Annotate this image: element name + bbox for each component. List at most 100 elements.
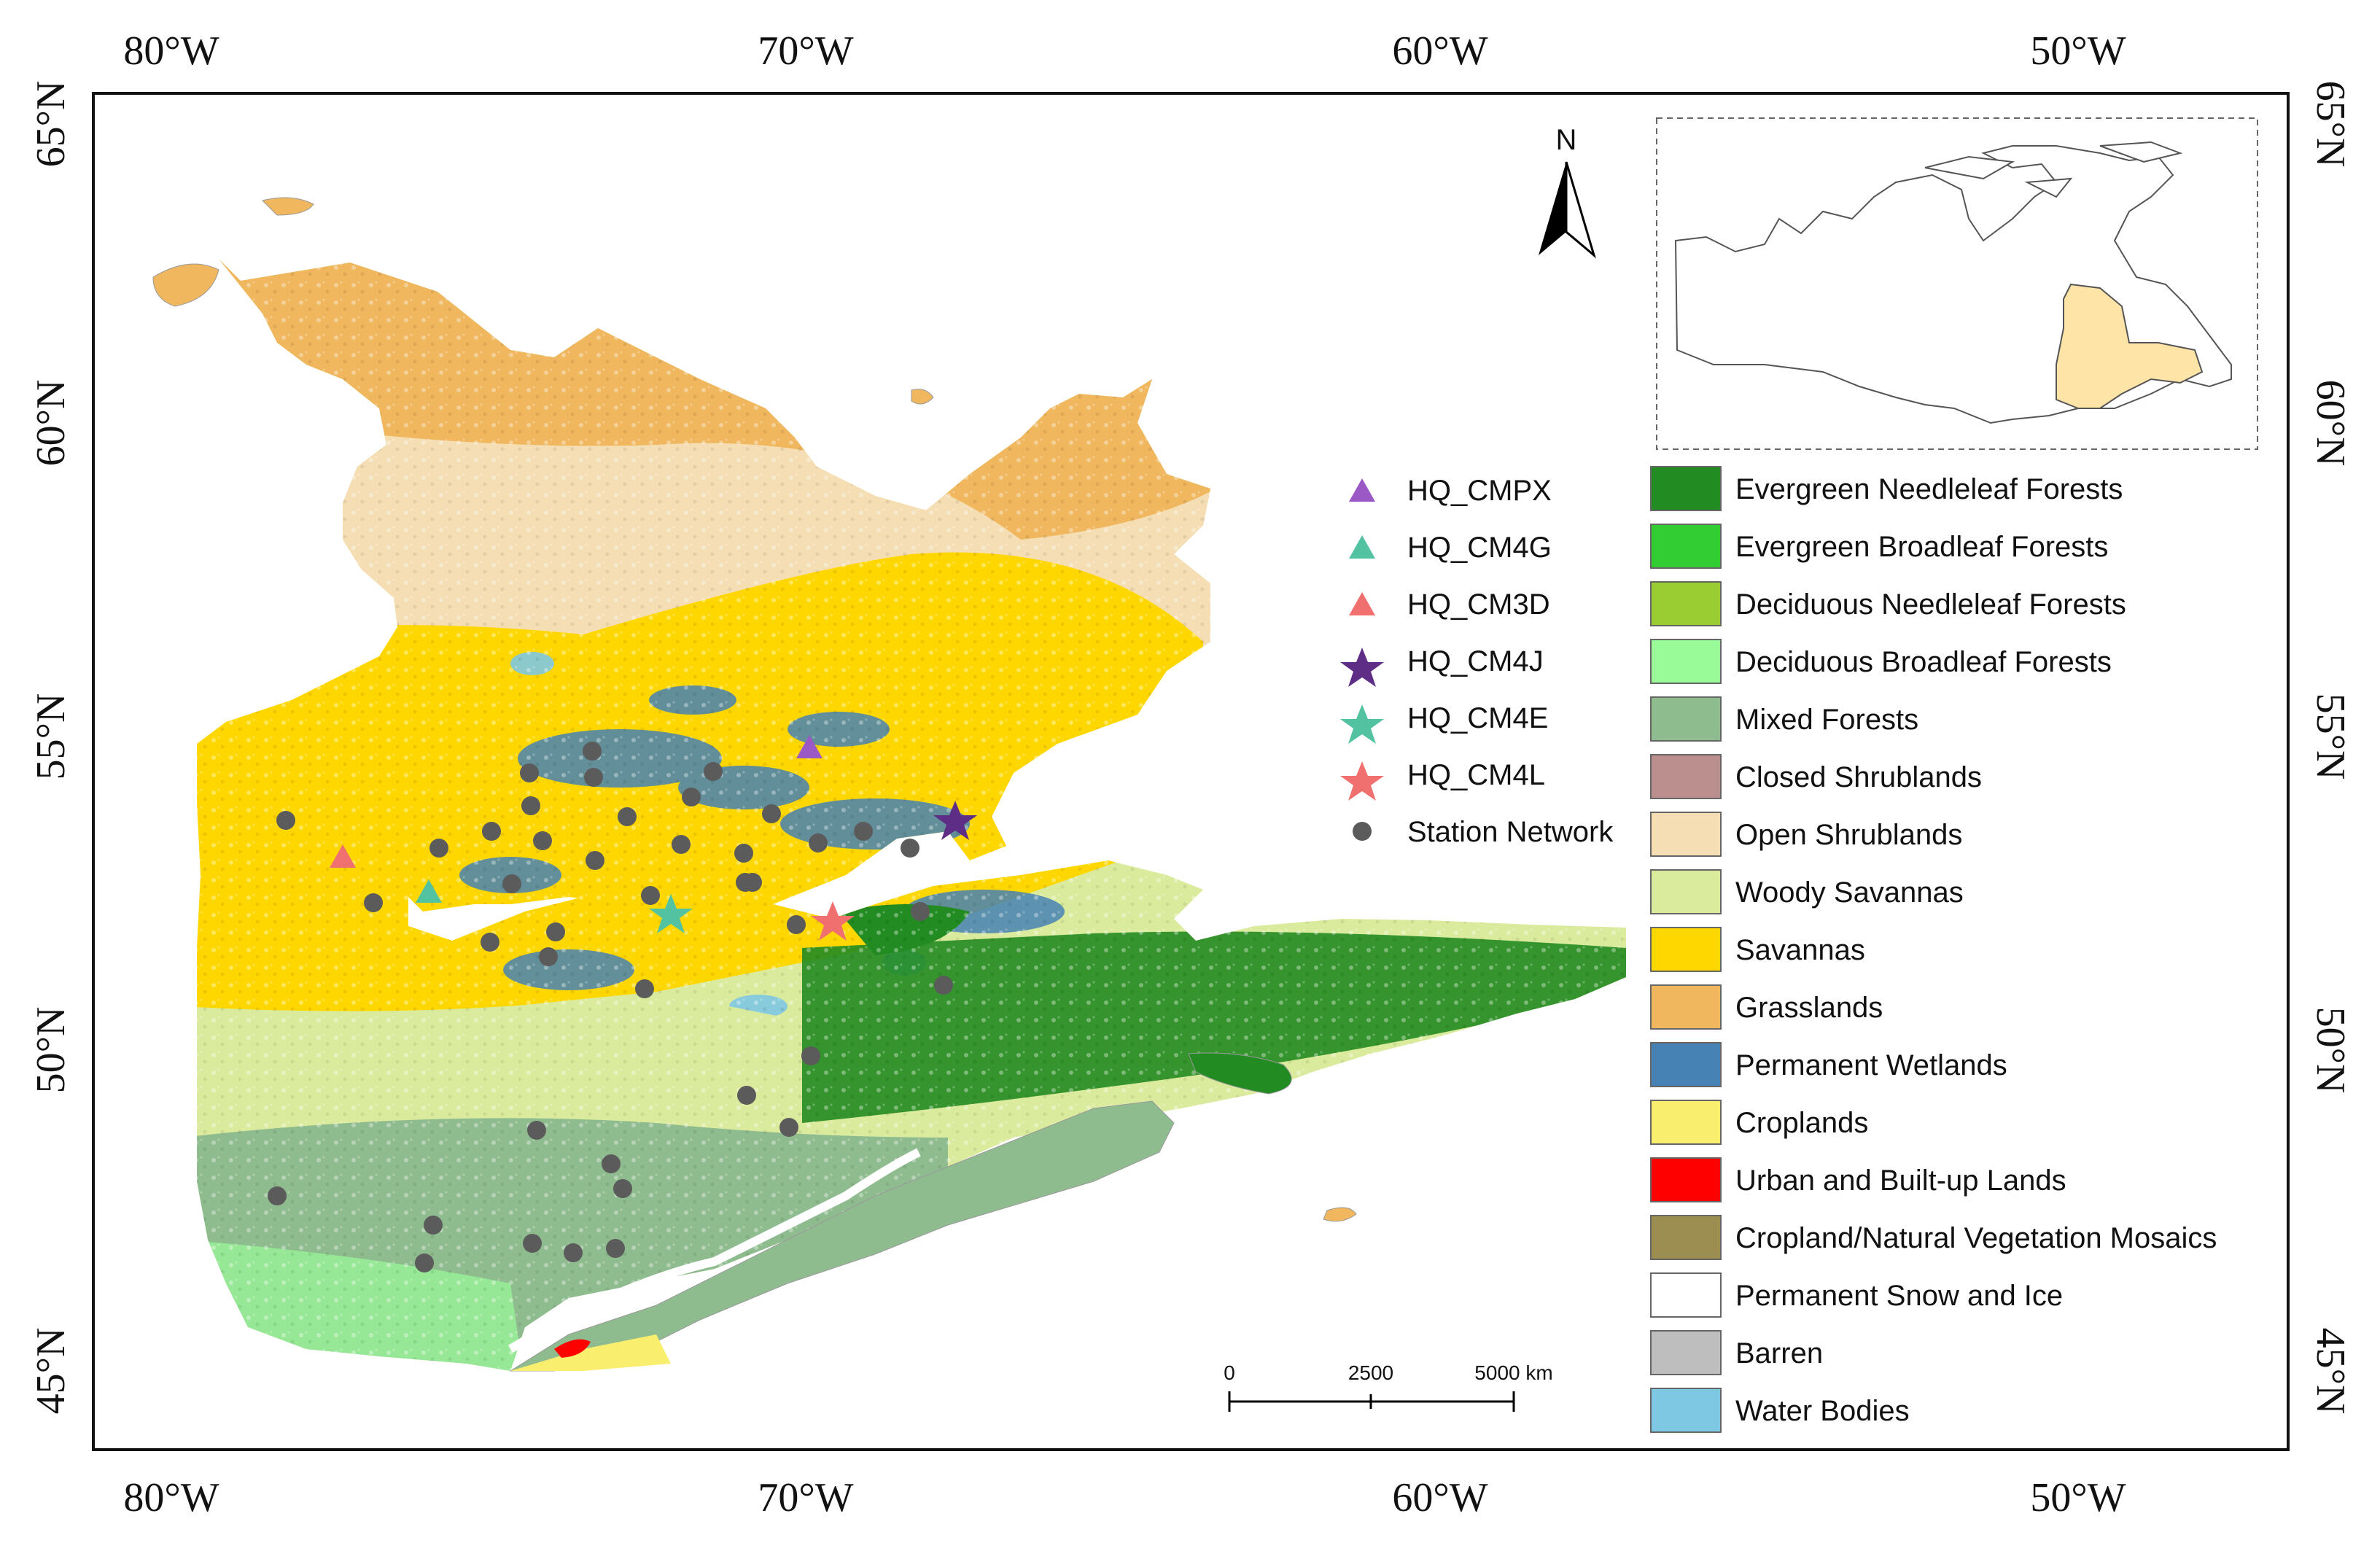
- station-point: [546, 922, 565, 941]
- legend-swatch: [1650, 639, 1722, 684]
- scale-bar: 0 2500 5000 km: [1224, 1361, 1553, 1412]
- station-point: [641, 886, 660, 905]
- station-point: [415, 1254, 434, 1272]
- station-point: [482, 822, 501, 841]
- station-point: [734, 844, 753, 863]
- station-point: [564, 1243, 583, 1262]
- station-point: [424, 1216, 443, 1235]
- hq-cmpx-marker: [796, 735, 822, 758]
- legend-swatch: [1650, 927, 1722, 972]
- north-arrow-label: N: [1556, 124, 1577, 156]
- station-point: [584, 768, 603, 787]
- legend-label-hq-cm4e: HQ_CM4E: [1407, 702, 1548, 734]
- legend-label: Evergreen Needleleaf Forests: [1735, 473, 2123, 505]
- legend-label: Deciduous Broadleaf Forests: [1735, 646, 2112, 678]
- tick-label-bottom: 80°W: [123, 1475, 219, 1520]
- legend-symbol-hq-cmpx: [1349, 478, 1375, 502]
- legend-swatch: [1650, 1100, 1722, 1145]
- anticosti-island: [1188, 1052, 1292, 1095]
- station-point: [521, 796, 540, 815]
- station-point: [527, 1121, 546, 1140]
- legend-label-hq-cm4j: HQ_CM4J: [1407, 645, 1544, 677]
- legend-swatch: [1650, 812, 1722, 857]
- legend-label: Urban and Built-up Lands: [1735, 1165, 2066, 1197]
- tick-label-bottom: 70°W: [758, 1475, 853, 1520]
- station-point: [268, 1186, 287, 1205]
- station-point: [429, 839, 448, 858]
- tick-label-top: 60°W: [1392, 28, 1488, 74]
- station-point: [586, 851, 604, 870]
- hq-cm4l-marker: [811, 901, 855, 941]
- north-arrow: N: [1539, 124, 1596, 259]
- station-point: [583, 742, 602, 761]
- scale-label-end: 5000 km: [1474, 1361, 1552, 1384]
- legend-label: Permanent Wetlands: [1735, 1049, 2007, 1081]
- legend-label-station-network: Station Network: [1407, 816, 1614, 848]
- legend-swatch: [1650, 1042, 1722, 1087]
- legend-label: Evergreen Broadleaf Forests: [1735, 531, 2108, 563]
- legend-label-hq-cmpx: HQ_CMPX: [1407, 475, 1552, 507]
- legend-symbol-hq-cm3d: [1349, 592, 1375, 615]
- legend-label: Croplands: [1735, 1107, 1868, 1139]
- legend-swatch: [1650, 869, 1722, 914]
- point-legend: HQ_CMPX HQ_CM4G HQ_CM3D HQ_CM4J HQ_CM4E …: [1340, 475, 1614, 848]
- legend-swatch: [1650, 696, 1722, 742]
- tick-label-bottom: 50°W: [2030, 1475, 2126, 1520]
- hq-cm4j-marker: [933, 801, 977, 840]
- tick-label-left: 50°N: [28, 1007, 74, 1094]
- legend-symbol-station-network: [1353, 822, 1372, 841]
- legend-swatch: [1650, 754, 1722, 799]
- axis-labels-bottom: 80°W 70°W 60°W 50°W: [123, 1475, 2126, 1520]
- station-point: [502, 874, 521, 893]
- tick-label-bottom: 60°W: [1392, 1475, 1488, 1520]
- legend-swatch: [1650, 524, 1722, 569]
- hq-cm4g-marker: [416, 879, 442, 903]
- montreal-urban: [554, 1339, 591, 1358]
- station-point: [606, 1239, 625, 1258]
- station-point: [364, 893, 383, 912]
- legend-label-hq-cm3d: HQ_CM3D: [1407, 588, 1550, 621]
- scale-label-mid: 2500: [1348, 1361, 1393, 1384]
- tick-label-right: 55°N: [2308, 693, 2353, 780]
- station-point: [743, 873, 762, 892]
- station-point: [533, 831, 552, 850]
- tick-label-top: 70°W: [758, 28, 853, 74]
- axis-labels-right: 65°N 60°N 55°N 50°N 45°N: [2308, 81, 2353, 1415]
- tick-label-right: 45°N: [2308, 1328, 2353, 1415]
- st-lawrence-river: [508, 1148, 921, 1353]
- station-point: [613, 1179, 632, 1198]
- station-point: [737, 1086, 756, 1105]
- legend-swatch: [1650, 466, 1722, 511]
- tick-label-right: 60°N: [2308, 380, 2353, 467]
- station-point: [539, 947, 558, 966]
- legend-symbol-hq-cm4l: [1340, 761, 1384, 801]
- legend-label: Grasslands: [1735, 992, 1883, 1024]
- legend-swatch: [1650, 1215, 1722, 1260]
- station-point: [762, 804, 781, 823]
- legend-swatch: [1650, 1272, 1722, 1318]
- axis-labels-top: 80°W 70°W 60°W 50°W: [123, 28, 2126, 74]
- tick-label-left: 65°N: [28, 81, 74, 168]
- station-network: [268, 742, 953, 1272]
- station-point: [809, 833, 828, 852]
- legend-label: Cropland/Natural Vegetation Mosaics: [1735, 1222, 2217, 1254]
- inset-map: [1656, 117, 2258, 450]
- station-point: [787, 915, 806, 934]
- legend-label: Permanent Snow and Ice: [1735, 1280, 2063, 1312]
- station-point: [682, 788, 701, 807]
- station-point: [779, 1118, 798, 1137]
- hq-cm4e-marker: [649, 894, 693, 933]
- station-point: [801, 1046, 820, 1065]
- inset-quebec-highlight: [2056, 283, 2204, 409]
- tick-label-left: 55°N: [28, 693, 74, 780]
- station-point: [276, 811, 295, 830]
- legend-label-hq-cm4g: HQ_CM4G: [1407, 532, 1552, 564]
- station-point: [618, 807, 637, 826]
- station-point: [911, 902, 930, 921]
- station-point: [520, 763, 539, 782]
- legend-label: Woody Savannas: [1735, 877, 1964, 909]
- legend-symbol-hq-cm4e: [1340, 704, 1384, 744]
- station-point: [602, 1154, 621, 1173]
- legend-label: Barren: [1735, 1337, 1823, 1369]
